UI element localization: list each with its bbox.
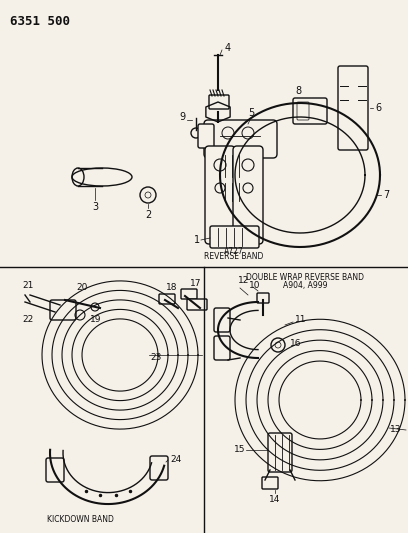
Text: KICKDOWN BAND: KICKDOWN BAND	[47, 515, 113, 524]
FancyBboxPatch shape	[233, 146, 263, 244]
Text: 3: 3	[92, 202, 98, 212]
FancyBboxPatch shape	[159, 294, 175, 304]
Text: 23: 23	[150, 353, 162, 362]
FancyBboxPatch shape	[293, 98, 327, 124]
FancyBboxPatch shape	[205, 146, 235, 244]
FancyBboxPatch shape	[257, 293, 269, 303]
FancyBboxPatch shape	[187, 299, 207, 310]
Text: 6351 500: 6351 500	[10, 15, 70, 28]
Text: 7: 7	[383, 190, 389, 200]
Text: 22: 22	[22, 315, 33, 324]
Text: 24: 24	[170, 456, 181, 464]
Text: REVERSE BAND: REVERSE BAND	[204, 252, 264, 261]
FancyBboxPatch shape	[297, 102, 309, 120]
Text: 1: 1	[194, 235, 200, 245]
FancyBboxPatch shape	[46, 458, 64, 482]
Text: 17: 17	[190, 279, 202, 288]
FancyBboxPatch shape	[338, 66, 368, 150]
Text: 9: 9	[179, 112, 185, 122]
FancyBboxPatch shape	[214, 336, 230, 360]
Text: 16: 16	[290, 340, 302, 349]
Text: 2: 2	[145, 210, 151, 220]
Text: 21: 21	[22, 281, 33, 290]
Text: 12: 12	[238, 276, 249, 285]
Text: 14: 14	[269, 495, 281, 504]
FancyBboxPatch shape	[150, 456, 168, 480]
Text: 10: 10	[249, 281, 261, 290]
Text: 8: 8	[295, 86, 301, 96]
Text: 5: 5	[248, 108, 254, 118]
FancyBboxPatch shape	[262, 477, 278, 489]
FancyBboxPatch shape	[181, 289, 197, 299]
Text: 15: 15	[233, 446, 245, 455]
FancyBboxPatch shape	[217, 154, 247, 178]
FancyBboxPatch shape	[50, 300, 76, 320]
FancyBboxPatch shape	[210, 226, 259, 248]
Text: 13: 13	[390, 425, 401, 434]
Text: DOUBLE WRAP REVERSE BAND: DOUBLE WRAP REVERSE BAND	[246, 273, 364, 282]
Text: 4: 4	[225, 43, 231, 53]
FancyBboxPatch shape	[209, 95, 229, 109]
Text: 18: 18	[166, 283, 178, 292]
Text: 11: 11	[295, 316, 306, 325]
Text: 20: 20	[76, 283, 88, 292]
Text: A727: A727	[224, 247, 244, 256]
FancyBboxPatch shape	[217, 182, 247, 202]
FancyBboxPatch shape	[214, 308, 230, 332]
Text: A904, A999: A904, A999	[283, 281, 327, 290]
FancyBboxPatch shape	[204, 120, 277, 158]
Text: 19: 19	[90, 316, 102, 325]
FancyBboxPatch shape	[198, 124, 214, 148]
FancyBboxPatch shape	[268, 433, 292, 472]
Text: 6: 6	[375, 103, 381, 113]
